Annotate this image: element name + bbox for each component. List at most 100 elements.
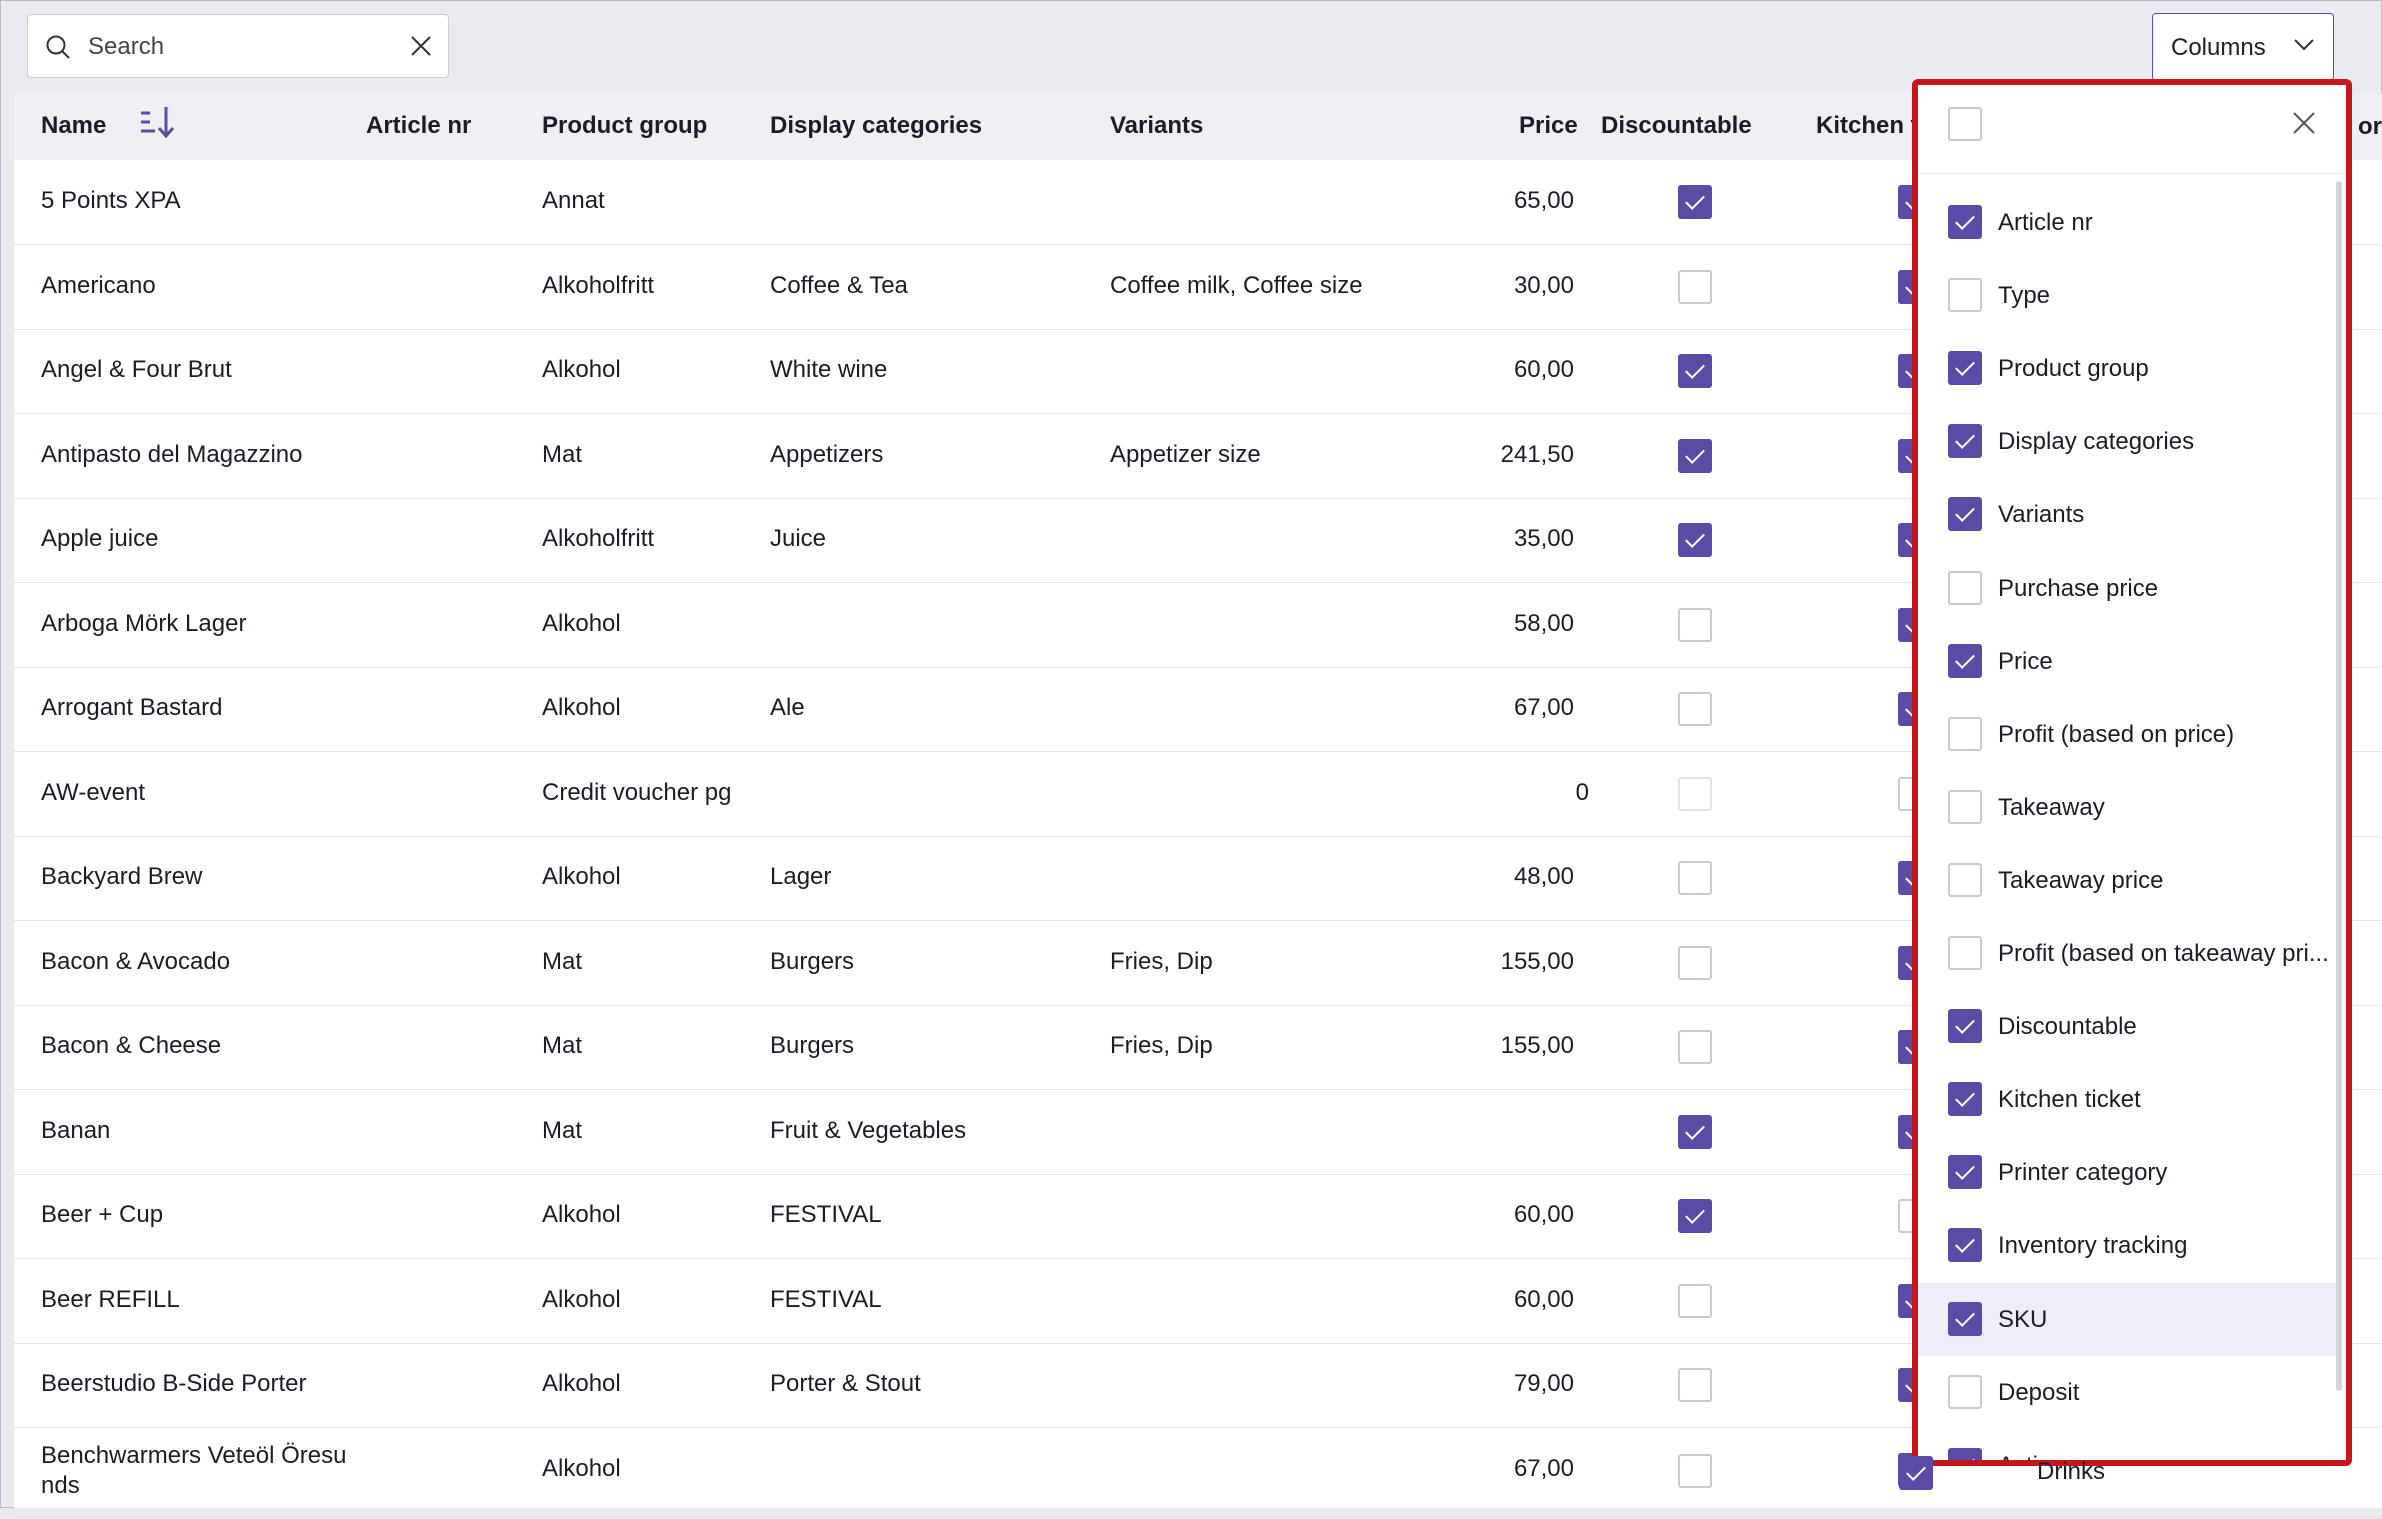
column-option[interactable]: Product group [1918, 332, 2338, 405]
column-option-checkbox[interactable] [1948, 570, 1982, 605]
table-row[interactable]: Banan Mat Fruit & Vegetables [14, 1090, 2382, 1175]
column-option[interactable]: Profit (based on takeaway pri... [1918, 917, 2338, 990]
sort-ascending-icon[interactable] [139, 104, 175, 140]
table-row[interactable]: 5 Points XPA Annat 65,00 [14, 160, 2382, 245]
column-option-checkbox[interactable] [1948, 862, 1982, 897]
column-option-checkbox[interactable] [1948, 351, 1982, 386]
column-option-checkbox[interactable] [1948, 643, 1982, 678]
kitchen-ticket-checkbox[interactable] [1898, 269, 1912, 304]
column-option-checkbox[interactable] [1948, 1155, 1982, 1190]
kitchen-ticket-checkbox[interactable] [1898, 185, 1912, 219]
column-option-checkbox[interactable] [1948, 1374, 1982, 1409]
column-option[interactable]: Printer category [1918, 1136, 2338, 1209]
column-header-product-group[interactable]: Product group [542, 112, 708, 139]
column-option-checkbox[interactable] [1948, 716, 1982, 751]
column-option[interactable]: Article nr [1918, 186, 2338, 259]
kitchen-ticket-checkbox[interactable] [1898, 354, 1912, 388]
column-option[interactable]: Type [1918, 259, 2338, 332]
kitchen-ticket-checkbox[interactable] [1898, 692, 1912, 726]
discountable-checkbox[interactable] [1678, 185, 1712, 219]
select-all-checkbox[interactable] [1948, 107, 1982, 141]
discountable-checkbox[interactable] [1678, 776, 1712, 811]
column-option[interactable]: Deposit [1918, 1356, 2338, 1429]
kitchen-ticket-checkbox[interactable] [1898, 523, 1912, 557]
column-header-variants[interactable]: Variants [1110, 112, 1204, 139]
discountable-checkbox[interactable] [1678, 1368, 1712, 1402]
column-option-checkbox[interactable] [1948, 1447, 1982, 1460]
column-header-discountable[interactable]: Discountable [1601, 112, 1752, 139]
column-option[interactable]: Kitchen ticket [1918, 1063, 2338, 1136]
discountable-checkbox[interactable] [1678, 692, 1712, 726]
table-row[interactable]: Arrogant Bastard Alkohol Ale 67,00 [14, 667, 2382, 752]
column-option-checkbox[interactable] [1948, 936, 1982, 970]
discountable-checkbox[interactable] [1678, 861, 1712, 895]
close-icon[interactable] [2292, 111, 2316, 135]
kitchen-ticket-checkbox[interactable] [1898, 776, 1912, 811]
cell-name: Arboga Mörk Lager [41, 609, 247, 637]
column-option[interactable]: Purchase price [1918, 552, 2338, 625]
kitchen-ticket-checkbox[interactable] [1898, 438, 1912, 473]
column-option[interactable]: Takeaway price [1918, 844, 2338, 917]
column-header-name[interactable]: Name [41, 107, 175, 140]
column-header-kitchen-ticket[interactable]: Kitchen t [1816, 112, 1919, 139]
table-row[interactable]: Apple juice Alkoholfritt Juice 35,00 [14, 498, 2382, 583]
table-row[interactable]: Americano Alkoholfritt Coffee & Tea Coffee … [14, 245, 2382, 330]
column-header-price[interactable]: Price [1519, 112, 1578, 139]
kitchen-ticket-checkbox[interactable] [1898, 1368, 1912, 1402]
search-input[interactable] [86, 27, 390, 67]
discountable-checkbox[interactable] [1678, 523, 1712, 557]
kitchen-ticket-checkbox[interactable] [1898, 1114, 1912, 1149]
discountable-checkbox[interactable] [1678, 1283, 1712, 1318]
column-option-checkbox[interactable] [1948, 205, 1982, 239]
column-option-checkbox[interactable] [1948, 497, 1982, 532]
kitchen-ticket-checkbox[interactable] [1898, 945, 1912, 980]
column-option[interactable]: Variants [1918, 478, 2338, 551]
clear-search-icon[interactable] [410, 35, 432, 57]
column-option-checkbox[interactable] [1948, 1082, 1982, 1117]
discountable-checkbox[interactable] [1678, 1030, 1712, 1064]
table-row[interactable]: AW-event Credit voucher pg 0 [14, 752, 2382, 837]
discountable-checkbox[interactable] [1678, 1453, 1712, 1488]
column-header-article-nr[interactable]: Article nr [366, 112, 472, 139]
table-row[interactable]: Bacon & Avocado Mat Burgers Fries, Dip 155,0… [14, 921, 2382, 1006]
column-option[interactable]: Active [1918, 1429, 2338, 1460]
column-option-checkbox[interactable] [1948, 278, 1982, 313]
table-row[interactable]: Arboga Mörk Lager Alkohol 58,00 [14, 583, 2382, 668]
column-option[interactable]: Profit (based on price) [1918, 698, 2338, 771]
discountable-checkbox[interactable] [1678, 269, 1712, 304]
column-option-checkbox[interactable] [1948, 789, 1982, 824]
kitchen-ticket-checkbox[interactable] [1898, 1030, 1912, 1064]
column-option-checkbox[interactable] [1948, 1009, 1982, 1044]
table-row[interactable]: Beer + Cup Alkohol FESTIVAL 60,00 [14, 1174, 2382, 1259]
table-row[interactable]: Antipasto del Magazzino Mat Appetizers Appe… [14, 414, 2382, 499]
column-option-checkbox[interactable] [1948, 1228, 1982, 1263]
column-option[interactable]: Display categories [1918, 405, 2338, 478]
column-option[interactable]: Discountable [1918, 990, 2338, 1063]
table-row[interactable]: Bacon & Cheese Mat Burgers Fries, Dip 155,00 [14, 1005, 2382, 1090]
discountable-checkbox[interactable] [1678, 438, 1712, 473]
column-option[interactable]: Takeaway [1918, 771, 2338, 844]
kitchen-ticket-checkbox[interactable] [1898, 607, 1912, 642]
column-header-display-categories[interactable]: Display categories [770, 112, 983, 139]
discountable-checkbox[interactable] [1678, 607, 1712, 642]
columns-button[interactable]: Columns [2152, 13, 2334, 81]
discountable-checkbox[interactable] [1678, 1199, 1712, 1233]
search-field[interactable] [27, 14, 449, 78]
kitchen-ticket-checkbox[interactable] [1898, 1199, 1912, 1233]
discountable-checkbox[interactable] [1678, 1114, 1712, 1149]
peek-checkbox[interactable] [1899, 1456, 1933, 1490]
column-option[interactable]: Inventory tracking [1918, 1209, 2338, 1282]
column-option-checkbox[interactable] [1948, 1301, 1982, 1336]
panel-scrollbar[interactable] [2336, 181, 2342, 1391]
kitchen-ticket-checkbox[interactable] [1898, 861, 1912, 895]
table-row[interactable]: Backyard Brew Alkohol Lager 48,00 [14, 836, 2382, 921]
column-option[interactable]: Price [1918, 625, 2338, 698]
table-row[interactable]: Beer REFILL Alkohol FESTIVAL 60,00 [14, 1259, 2382, 1344]
kitchen-ticket-checkbox[interactable] [1898, 1283, 1912, 1318]
table-row[interactable]: Angel & Four Brut Alkohol White wine 60,00 [14, 329, 2382, 414]
discountable-checkbox[interactable] [1678, 945, 1712, 980]
column-option-checkbox[interactable] [1948, 424, 1982, 459]
column-option[interactable]: SKU [1918, 1282, 2338, 1356]
table-row[interactable]: Beerstudio B-Side Porter Alkohol Porter & … [14, 1343, 2382, 1428]
discountable-checkbox[interactable] [1678, 354, 1712, 388]
